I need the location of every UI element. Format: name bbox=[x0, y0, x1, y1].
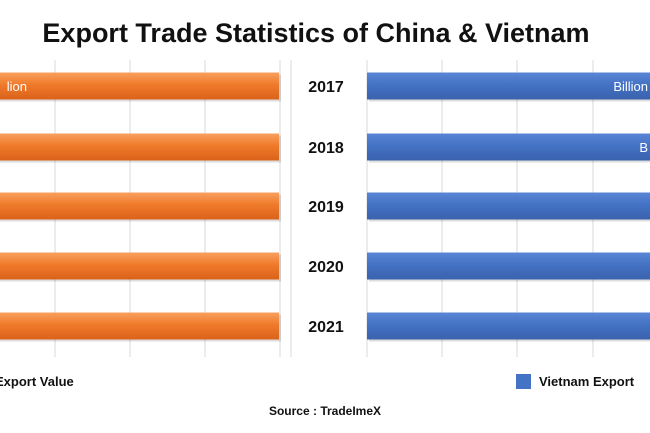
legend-vietnam-swatch bbox=[516, 374, 531, 389]
china-bar bbox=[0, 133, 279, 161]
china-bar bbox=[0, 192, 279, 220]
legend-vietnam-label: Vietnam Export bbox=[539, 374, 635, 389]
source-note: Source : TradeImeX bbox=[268, 404, 382, 418]
china-bar bbox=[0, 312, 279, 340]
year-label: 2018 bbox=[308, 140, 344, 157]
vietnam-bar bbox=[367, 252, 650, 280]
vietnam-bar bbox=[367, 312, 650, 340]
china-data-label: lion bbox=[7, 79, 27, 94]
legend-china: Export Value bbox=[0, 374, 74, 389]
vietnam-data-label: B bbox=[639, 140, 648, 155]
year-label: 2020 bbox=[308, 259, 344, 276]
china-bar bbox=[0, 72, 279, 100]
legend-china-label: Export Value bbox=[0, 374, 74, 389]
year-label: 2021 bbox=[308, 319, 344, 336]
vietnam-bar bbox=[367, 192, 650, 220]
vietnam-data-label: Billion bbox=[613, 79, 648, 94]
year-label: 2017 bbox=[308, 79, 344, 96]
vietnam-bar bbox=[367, 72, 650, 100]
chart-title: Export Trade Statistics of China & Vietn… bbox=[42, 18, 590, 48]
vietnam-bar bbox=[367, 133, 650, 161]
legend-vietnam: Vietnam Export bbox=[516, 374, 634, 389]
year-label: 2019 bbox=[308, 199, 344, 216]
china-bar bbox=[0, 252, 279, 280]
